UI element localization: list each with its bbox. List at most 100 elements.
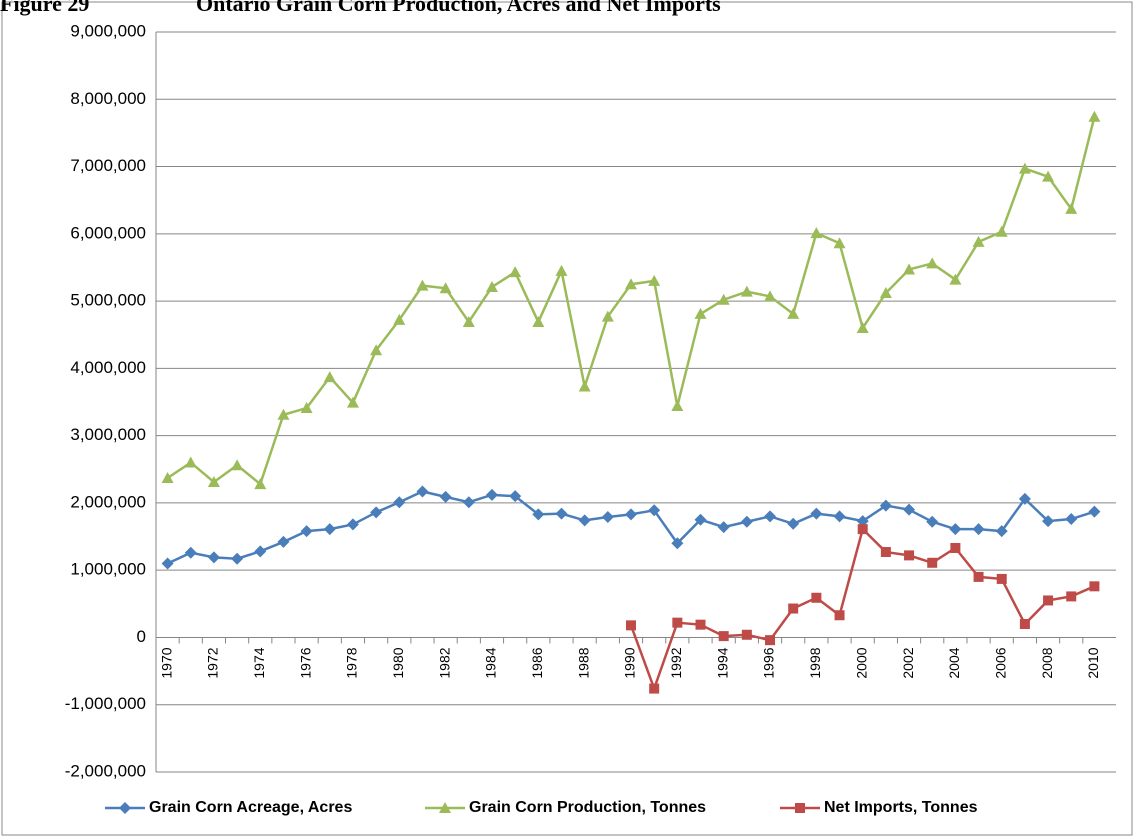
data-point <box>625 278 637 290</box>
data-point <box>231 552 244 565</box>
legend-marker <box>795 803 805 813</box>
data-point <box>161 557 174 570</box>
data-point <box>1018 492 1031 505</box>
data-point <box>578 380 591 392</box>
data-point <box>323 523 336 536</box>
y-tick-label: 4,000,000 <box>70 358 146 377</box>
y-tick-label: 5,000,000 <box>70 291 146 310</box>
data-point <box>1019 619 1030 629</box>
data-point <box>926 515 939 528</box>
data-point <box>718 631 729 642</box>
data-point <box>1042 170 1055 182</box>
data-point <box>857 524 868 535</box>
x-tick-label: 1994 <box>714 647 730 678</box>
data-point <box>833 510 846 523</box>
data-point <box>694 513 707 526</box>
legend-label: Grain Corn Acreage, Acres <box>149 799 352 816</box>
data-point <box>764 510 777 523</box>
data-point <box>370 344 383 356</box>
data-point <box>671 400 684 412</box>
data-point <box>903 263 916 275</box>
legend-marker <box>439 802 451 813</box>
data-point <box>879 499 892 512</box>
data-point <box>672 617 683 628</box>
data-point <box>462 315 475 327</box>
x-tick-label: 1992 <box>668 647 684 678</box>
data-point <box>880 547 891 558</box>
data-point <box>949 273 962 285</box>
data-point <box>717 293 730 305</box>
x-tick-label: 2004 <box>946 647 962 678</box>
data-point <box>485 488 498 501</box>
data-point <box>439 282 452 294</box>
data-point <box>1018 162 1031 174</box>
data-point <box>995 525 1008 538</box>
data-point <box>995 225 1008 237</box>
data-point <box>695 619 706 630</box>
data-point <box>1088 505 1101 518</box>
data-point <box>393 496 406 509</box>
legend-label: Grain Corn Production, Tonnes <box>469 799 706 816</box>
x-tick-label: 2000 <box>853 647 869 678</box>
data-point <box>578 514 591 527</box>
data-point <box>231 459 244 471</box>
x-tick-label: 1988 <box>575 647 591 678</box>
data-point <box>1043 595 1054 606</box>
data-point <box>370 506 383 519</box>
data-point <box>694 307 707 319</box>
y-tick-label: -2,000,000 <box>65 761 146 780</box>
data-point <box>555 507 568 520</box>
y-tick-label: 0 <box>137 627 146 646</box>
data-point <box>532 508 545 521</box>
chart-title: Ontario Grain Corn Production, Acres and… <box>196 0 721 16</box>
x-tick-label: 1990 <box>622 647 638 678</box>
y-tick-label: 6,000,000 <box>70 223 146 242</box>
data-point <box>879 287 892 299</box>
x-tick-label: 1980 <box>390 647 406 678</box>
data-point <box>439 490 452 503</box>
x-tick-label: 2010 <box>1085 647 1101 678</box>
x-tick-label: 2002 <box>900 647 916 678</box>
data-point <box>996 573 1007 584</box>
data-point <box>323 371 336 383</box>
data-point <box>765 635 776 646</box>
data-point <box>972 235 985 247</box>
data-point <box>1089 581 1100 592</box>
x-tick-label: 1974 <box>251 647 267 678</box>
data-point <box>346 518 359 531</box>
x-tick-label: 2008 <box>1039 647 1055 678</box>
data-point <box>300 525 313 538</box>
data-point <box>393 313 406 325</box>
data-point <box>509 266 522 278</box>
data-point <box>810 227 823 239</box>
legend-marker <box>119 802 131 814</box>
data-point <box>601 511 614 524</box>
data-point <box>926 257 939 269</box>
data-point <box>509 490 522 503</box>
data-point <box>416 485 429 498</box>
data-point <box>184 456 197 468</box>
data-point <box>972 523 985 536</box>
data-point <box>740 285 753 297</box>
data-point <box>973 571 984 582</box>
data-point <box>1065 513 1078 526</box>
data-point <box>346 396 359 408</box>
data-point <box>903 503 916 516</box>
x-tick-label: 2006 <box>992 647 1008 678</box>
x-tick-label: 1972 <box>205 647 221 678</box>
data-point <box>904 550 915 561</box>
data-point <box>161 472 174 484</box>
data-point <box>787 517 800 530</box>
data-point <box>649 683 660 694</box>
y-tick-label: 7,000,000 <box>70 156 146 175</box>
x-tick-label: 1984 <box>483 647 499 678</box>
data-point <box>300 402 313 414</box>
data-point <box>1065 202 1078 214</box>
data-point <box>462 496 475 509</box>
data-point <box>532 315 545 327</box>
data-point <box>834 610 845 621</box>
x-tick-label: 1982 <box>436 647 452 678</box>
x-tick-label: 1998 <box>807 647 823 678</box>
